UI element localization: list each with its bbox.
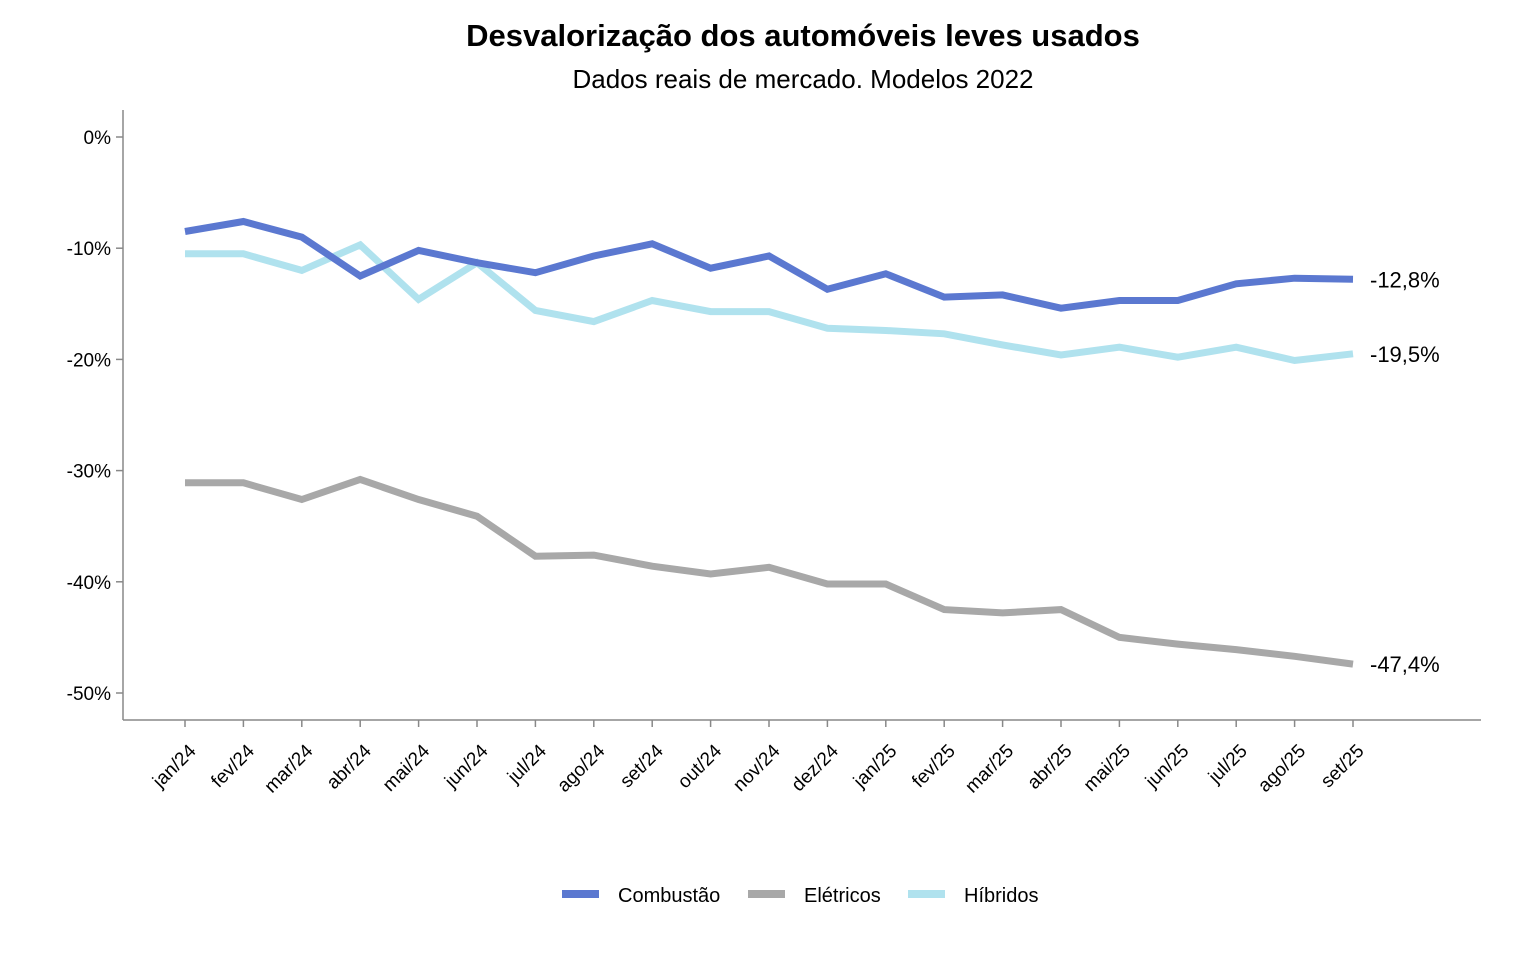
series-end-label: -47,4% [1370, 652, 1440, 677]
x-tick-label: fev/25 [908, 741, 959, 792]
series-end-label: -12,8% [1370, 267, 1440, 292]
y-tick-label: -50% [67, 684, 111, 705]
x-tick-label: jun/24 [440, 740, 492, 792]
x-tick-label: abr/24 [323, 740, 376, 793]
series-line [185, 475, 1354, 668]
x-axis-ticks: jan/24 fev/24 mar/24 abr/24 mai/24 jun/24 jul/… [148, 720, 1369, 798]
chart-subtitle: Dados reais de mercado. Modelos 2022 [572, 64, 1034, 94]
x-tick-label: jan/24 [148, 740, 200, 792]
x-tick-label: nov/24 [729, 740, 784, 795]
legend-label: Elétricos [804, 885, 881, 907]
series-line [185, 240, 1354, 365]
y-tick-label: -30% [67, 462, 111, 483]
x-tick-label: set/24 [616, 740, 668, 792]
x-tick-label: jul/25 [1204, 741, 1252, 789]
x-tick-label: dez/24 [788, 740, 843, 795]
x-tick-label: set/25 [1317, 741, 1368, 792]
y-tick-label: -10% [67, 239, 111, 260]
x-tick-label: ago/25 [1254, 741, 1310, 797]
series-end-label: -19,5% [1370, 342, 1440, 367]
x-tick-label: jun/25 [1141, 741, 1193, 793]
x-tick-label: mar/24 [261, 740, 318, 797]
y-axis-ticks: 0% -10% -20% -30% -40% -50% [67, 128, 123, 705]
x-tick-label: mar/25 [961, 741, 1018, 798]
axes [122, 110, 1481, 721]
end-labels: -12,8% -47,4% -19,5% [1370, 267, 1440, 677]
x-tick-label: fev/24 [207, 740, 259, 792]
x-tick-label: abr/25 [1024, 741, 1077, 794]
series-lines [184, 217, 1354, 668]
legend: Combustão Elétricos Híbridos [562, 885, 1038, 907]
x-tick-label: mai/25 [1080, 741, 1135, 796]
legend-label: Combustão [618, 885, 720, 907]
y-tick-label: -40% [67, 573, 111, 594]
chart-title: Desvalorização dos automóveis leves usad… [466, 18, 1140, 53]
y-tick-label: 0% [84, 128, 112, 149]
x-tick-label: jul/24 [503, 740, 551, 788]
legend-label: Híbridos [964, 885, 1038, 907]
y-tick-label: -20% [67, 350, 111, 371]
x-tick-label: out/24 [674, 740, 727, 793]
x-tick-label: jan/25 [849, 741, 901, 793]
x-tick-label: ago/24 [553, 740, 609, 796]
x-tick-label: mai/24 [379, 740, 434, 795]
series-line [184, 217, 1354, 312]
